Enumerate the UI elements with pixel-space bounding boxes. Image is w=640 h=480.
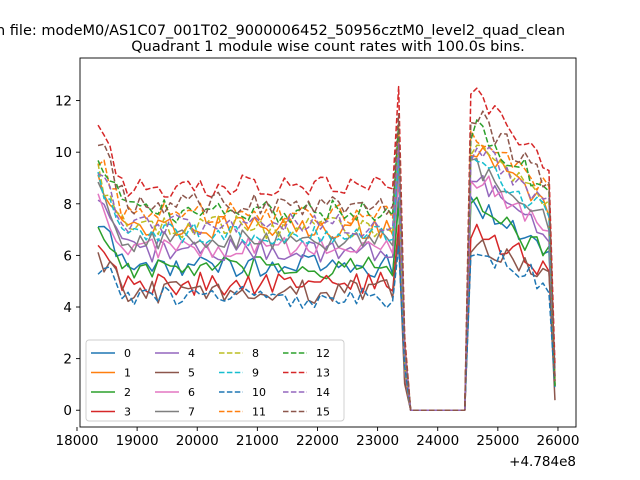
chart-title: Quadrant 1 module wise count rates with … <box>131 39 525 55</box>
series-line-9 <box>97 155 556 411</box>
legend-label-8: 8 <box>252 347 259 360</box>
series-lines <box>97 85 556 411</box>
y-tick-label: 4 <box>63 300 72 316</box>
x-tick-label: 23000 <box>356 433 399 449</box>
x-tick-label: 25000 <box>476 433 519 449</box>
y-tick-label: 2 <box>63 352 72 368</box>
x-tick-label: 19000 <box>116 433 159 449</box>
legend-label-7: 7 <box>188 406 195 419</box>
legend-label-15: 15 <box>316 406 330 419</box>
x-tick-label: 22000 <box>296 433 339 449</box>
series-line-7 <box>97 157 556 411</box>
legend-label-2: 2 <box>124 386 131 399</box>
series-line-13 <box>97 85 556 411</box>
series-line-10 <box>97 245 556 411</box>
x-tick-label: 24000 <box>416 433 459 449</box>
figure-suptitle: n file: modeM0/AS1C07_001T02_9000006452_… <box>0 23 565 39</box>
legend-label-4: 4 <box>188 347 195 360</box>
y-tick-label: 12 <box>55 94 72 110</box>
legend-label-5: 5 <box>188 367 195 380</box>
legend-label-3: 3 <box>124 406 131 419</box>
legend-label-6: 6 <box>188 386 195 399</box>
x-tick-label: 18000 <box>56 433 99 449</box>
y-tick-label: 8 <box>63 197 72 213</box>
series-line-5 <box>97 236 556 411</box>
legend-label-14: 14 <box>316 386 330 399</box>
x-tick-label: 21000 <box>236 433 279 449</box>
series-line-15 <box>97 110 556 411</box>
legend-label-12: 12 <box>316 347 330 360</box>
legend-box <box>85 339 345 422</box>
legend-label-10: 10 <box>252 386 266 399</box>
plot-area: 18000 19000 20000 21000 22000 23000 24000 25000… <box>55 57 579 449</box>
axes-frame <box>79 57 577 428</box>
x-tick-label: 26000 <box>536 433 579 449</box>
legend-label-0: 0 <box>124 347 131 360</box>
x-tick-label: 20000 <box>176 433 219 449</box>
legend-label-1: 1 <box>124 367 131 380</box>
series-line-14 <box>97 142 556 411</box>
x-offset-label: +4.784e8 <box>509 454 576 470</box>
y-tick-label: 6 <box>63 248 72 264</box>
legend-label-11: 11 <box>252 406 266 419</box>
legend-label-13: 13 <box>316 367 330 380</box>
series-line-3 <box>97 223 556 411</box>
series-line-2 <box>97 196 556 411</box>
series-line-11 <box>97 126 556 411</box>
legend-label-9: 9 <box>252 367 259 380</box>
series-line-4 <box>97 174 556 411</box>
y-tick-label: 10 <box>55 145 72 161</box>
series-line-6 <box>97 173 556 411</box>
y-tick-label: 0 <box>63 403 72 419</box>
